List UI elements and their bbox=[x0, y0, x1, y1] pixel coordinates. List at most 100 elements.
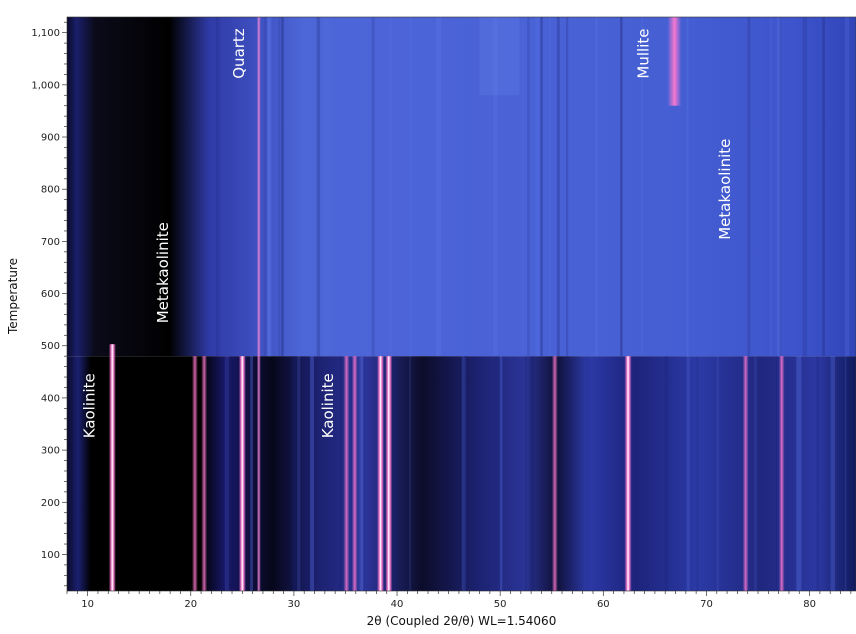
texture-streak bbox=[586, 356, 590, 591]
annotations: Kaolinite Metakaolinite Quartz Kaolinite Mul… bbox=[81, 28, 734, 438]
texture-streak bbox=[316, 17, 321, 357]
y-tick-label: 800 bbox=[41, 185, 60, 196]
x-tick-label: 40 bbox=[391, 599, 404, 610]
texture-streak bbox=[358, 356, 363, 591]
texture-streak bbox=[215, 17, 220, 357]
texture-streak bbox=[777, 17, 781, 357]
mullite-peak bbox=[667, 17, 682, 106]
texture-streak bbox=[595, 17, 598, 357]
texture-streak bbox=[436, 17, 438, 357]
texture-streak bbox=[565, 17, 569, 357]
texture-streak bbox=[492, 17, 498, 357]
x-tick-label: 80 bbox=[803, 599, 816, 610]
texture-streak bbox=[461, 356, 466, 591]
texture-streak bbox=[664, 356, 669, 591]
texture-streak bbox=[264, 17, 267, 357]
texture-streak bbox=[747, 17, 751, 357]
texture-streak bbox=[796, 356, 802, 591]
texture-streak bbox=[816, 356, 819, 591]
texture-streak bbox=[389, 17, 392, 357]
texture-streak bbox=[361, 356, 364, 591]
y-tick-label: 700 bbox=[41, 237, 60, 248]
x-tick-label: 60 bbox=[597, 599, 610, 610]
texture-streak bbox=[567, 356, 569, 591]
texture-streak bbox=[409, 356, 411, 591]
texture-streak bbox=[540, 17, 543, 357]
y-tick-label: 1,000 bbox=[31, 80, 60, 91]
texture-streak bbox=[269, 17, 272, 357]
texture-streak bbox=[358, 356, 361, 591]
texture-streak bbox=[408, 17, 413, 357]
texture-streak bbox=[530, 356, 535, 591]
diffraction-peak bbox=[624, 356, 632, 591]
texture-streak bbox=[802, 17, 808, 357]
diffraction-peak bbox=[351, 356, 358, 591]
texture-streak bbox=[775, 356, 777, 591]
x-axis-label: 2θ (Coupled 2θ/θ) WL=1.54060 bbox=[367, 614, 557, 628]
texture-streak bbox=[267, 17, 271, 357]
texture-streak bbox=[686, 17, 689, 357]
texture-streak bbox=[779, 17, 782, 357]
x-tick-label: 10 bbox=[81, 599, 94, 610]
y-tick-label: 400 bbox=[41, 393, 60, 404]
texture-streak bbox=[278, 17, 281, 357]
texture-streak bbox=[371, 17, 375, 357]
y-tick-label: 900 bbox=[41, 133, 60, 144]
texture-streak bbox=[556, 17, 560, 357]
y-tick-label: 100 bbox=[41, 550, 60, 561]
y-tick-label: 500 bbox=[41, 341, 60, 352]
texture-streak bbox=[297, 356, 301, 591]
diffraction-peak bbox=[201, 356, 208, 591]
y-tick-label: 600 bbox=[41, 289, 60, 300]
texture-streak bbox=[822, 17, 825, 357]
phase-annotation: Quartz bbox=[230, 28, 248, 79]
texture-streak bbox=[524, 356, 527, 591]
y-tick-label: 200 bbox=[41, 498, 60, 509]
texture-streak bbox=[527, 17, 530, 357]
x-axis: 10 20 30 40 50 60 70 80 bbox=[66, 591, 852, 610]
texture-streak bbox=[549, 17, 551, 357]
y-axis: 100 200 300 400 500 600 700 800 900 1,000 1,100 bbox=[31, 21, 67, 587]
texture-streak bbox=[770, 17, 772, 357]
texture-streak bbox=[844, 356, 847, 591]
x-tick-label: 50 bbox=[494, 599, 507, 610]
texture-streak bbox=[844, 17, 850, 357]
texture-streak bbox=[436, 17, 442, 357]
texture-streak bbox=[535, 17, 540, 357]
low-temperature-region bbox=[67, 356, 856, 591]
texture-streak bbox=[339, 356, 342, 591]
texture-streak bbox=[281, 17, 284, 357]
diffraction-peak bbox=[742, 356, 749, 591]
texture-streak bbox=[620, 17, 623, 357]
phase-annotation: Mullite bbox=[635, 28, 653, 78]
texture-streak bbox=[495, 356, 498, 591]
texture-streak bbox=[291, 356, 296, 591]
texture-streak bbox=[753, 356, 758, 591]
phase-annotation: Metakaolinite bbox=[154, 222, 172, 323]
texture-streak bbox=[641, 17, 643, 357]
x-tick-label: 30 bbox=[288, 599, 301, 610]
phase-annotation: Kaolinite bbox=[81, 373, 99, 438]
texture-streak bbox=[463, 356, 468, 591]
diffraction-peak bbox=[238, 356, 246, 591]
diffraction-peak bbox=[343, 356, 350, 591]
quartz-peak bbox=[256, 17, 261, 591]
phase-annotation: Kaolinite bbox=[319, 373, 337, 438]
texture-streak bbox=[522, 17, 524, 357]
texture-streak bbox=[500, 356, 503, 591]
diffraction-peak bbox=[778, 356, 785, 591]
texture-streak bbox=[464, 356, 466, 591]
phase-annotation: Metakaolinite bbox=[716, 139, 734, 240]
texture-streak bbox=[292, 356, 298, 591]
x-tick-label: 70 bbox=[700, 599, 713, 610]
y-tick-label: 300 bbox=[41, 446, 60, 457]
high-temperature-region bbox=[67, 17, 856, 357]
plot-area bbox=[67, 17, 856, 591]
texture-streak bbox=[696, 356, 699, 591]
texture-streak bbox=[686, 356, 690, 591]
y-axis-label: Temperature bbox=[6, 258, 20, 335]
texture-streak bbox=[393, 356, 397, 591]
texture-streak bbox=[360, 356, 363, 591]
texture-streak bbox=[267, 17, 270, 357]
